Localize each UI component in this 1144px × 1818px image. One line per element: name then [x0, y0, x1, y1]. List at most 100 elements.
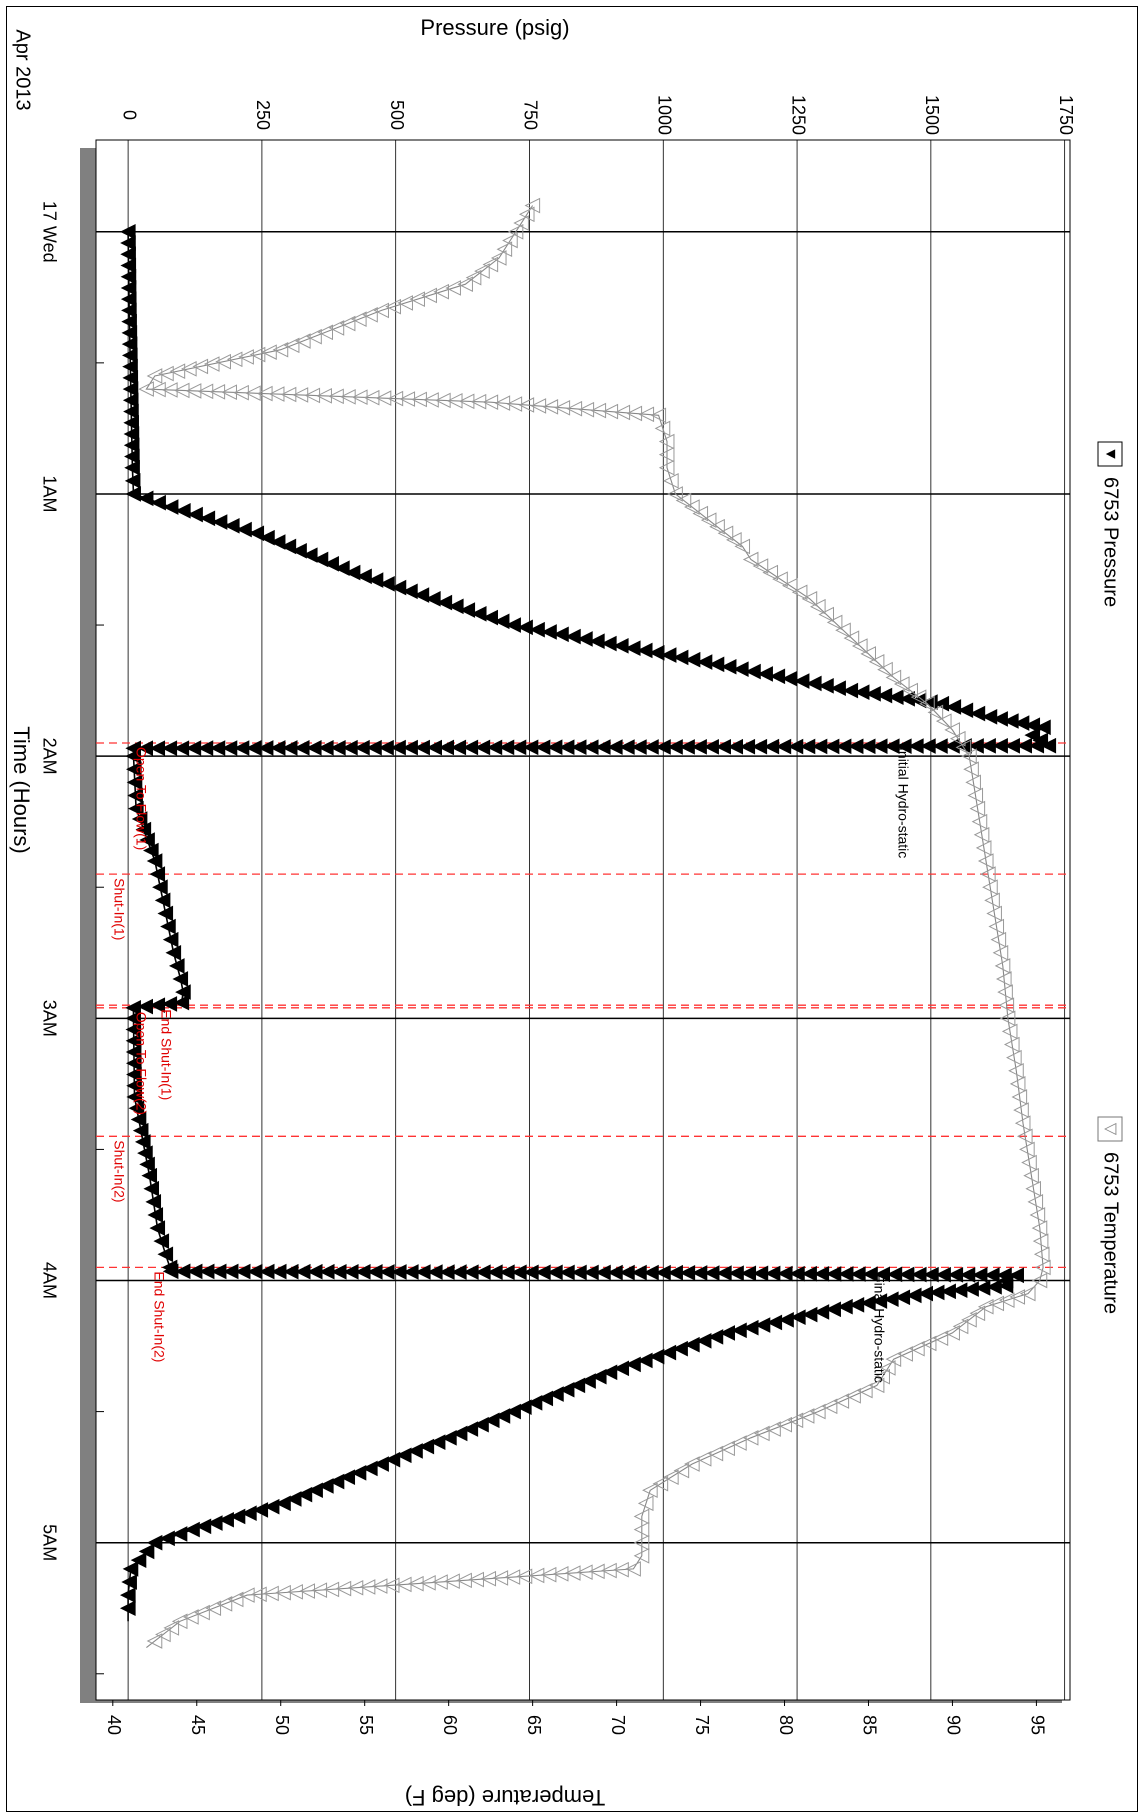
pressure-point [119, 223, 136, 240]
pressure-point [590, 1368, 607, 1385]
temperature-point [564, 1565, 581, 1581]
pressure-point [125, 1021, 142, 1038]
temperature-point [975, 840, 992, 856]
pressure-point [124, 459, 140, 476]
pressure-point [818, 678, 834, 694]
temperature-tick-label: 80 [776, 1715, 796, 1735]
pressure-point [619, 739, 635, 755]
pressure-point [130, 1552, 147, 1568]
temperature-point [885, 1351, 902, 1367]
temperature-point [801, 591, 818, 607]
pressure-point [137, 998, 154, 1015]
temperature-point [383, 1577, 400, 1594]
temperature-point [879, 1360, 896, 1376]
temperature-point [233, 384, 249, 401]
temperature-point [197, 383, 214, 400]
pressure-point [172, 971, 189, 987]
pressure-point [121, 302, 137, 319]
pressure-point [139, 832, 155, 848]
pressure-point [248, 525, 265, 542]
temperature-point [502, 232, 518, 249]
pressure-tick-label: 1500 [922, 95, 942, 135]
pressure-point [745, 663, 761, 680]
temperature-point [363, 389, 380, 406]
pressure-point [122, 392, 139, 409]
temperature-point [663, 473, 679, 489]
temperature-point [304, 387, 321, 404]
pressure-point [522, 739, 539, 756]
pressure-point [120, 280, 137, 296]
pressure-point [708, 656, 725, 673]
pressure-point [154, 892, 171, 909]
pressure-point [131, 811, 148, 827]
chart-frame [6, 6, 1138, 1812]
pressure-point [1028, 737, 1045, 754]
temperature-point [1031, 1272, 1048, 1289]
pressure-point [123, 437, 140, 454]
temperature-point [658, 433, 675, 450]
pressure-point [269, 740, 286, 756]
pressure-point [312, 551, 329, 568]
temperature-point [667, 486, 683, 502]
pressure-point [378, 739, 394, 756]
temperature-point [194, 1604, 210, 1621]
pressure-point [763, 738, 780, 755]
temperature-point [658, 446, 675, 463]
pressure-point [126, 1066, 142, 1083]
temperature-point [776, 1416, 793, 1433]
pressure-point [218, 1511, 234, 1528]
pressure-point [395, 1447, 412, 1464]
time-tick-label: 17 Wed [39, 201, 59, 263]
pressure-point [125, 1000, 141, 1016]
pressure-point [684, 1336, 700, 1353]
legend-pressure-label: 6753 Pressure [1100, 477, 1122, 607]
pressure-point [486, 739, 503, 756]
pressure-point [135, 821, 152, 838]
temperature-point [347, 1579, 364, 1596]
temperature-tick-label: 90 [944, 1715, 964, 1735]
pressure-point [390, 739, 406, 756]
temperature-point [719, 1440, 735, 1457]
pressure-point [173, 740, 190, 756]
temperature-point [868, 1377, 885, 1394]
temperature-point [809, 1403, 826, 1420]
temperature-point [637, 1495, 654, 1512]
pressure-point [534, 739, 551, 756]
temperature-point [658, 459, 675, 476]
temperature-point [977, 1298, 994, 1315]
pressure-point [291, 542, 307, 559]
pressure-point [883, 738, 900, 754]
pressure-axis-title: Pressure (psig) [420, 15, 569, 40]
pressure-point [162, 931, 179, 948]
pressure-point [125, 486, 141, 502]
pressure-point [126, 774, 143, 791]
temperature-point [787, 1412, 804, 1429]
pressure-point [125, 1032, 142, 1049]
pressure-point [451, 1425, 468, 1442]
pressure-point [601, 1364, 618, 1381]
temperature-point [695, 1450, 712, 1467]
temperature-point [1019, 1141, 1035, 1158]
pressure-point [123, 414, 139, 431]
pressure-point [252, 1502, 269, 1518]
temperature-point [1031, 1220, 1048, 1236]
temperature-point [328, 388, 344, 405]
pressure-point [257, 740, 274, 756]
temperature-point [988, 918, 1005, 935]
pressure-point [517, 619, 533, 636]
temperature-point [652, 1475, 669, 1492]
temperature-point [919, 695, 935, 712]
temperature-point [910, 689, 927, 705]
temperature-point [684, 1456, 700, 1472]
pressure-point [667, 739, 683, 755]
pressure-point [739, 738, 756, 755]
pressure-point [197, 740, 214, 756]
temperature-point [256, 385, 273, 402]
temperature-point [192, 358, 209, 375]
temperature-point [961, 748, 977, 764]
temperature-point [885, 669, 902, 686]
temperature-point [731, 1435, 747, 1451]
temperature-point [851, 638, 868, 654]
temperature-tick-label: 65 [524, 1715, 544, 1735]
temperature-point [268, 386, 285, 402]
